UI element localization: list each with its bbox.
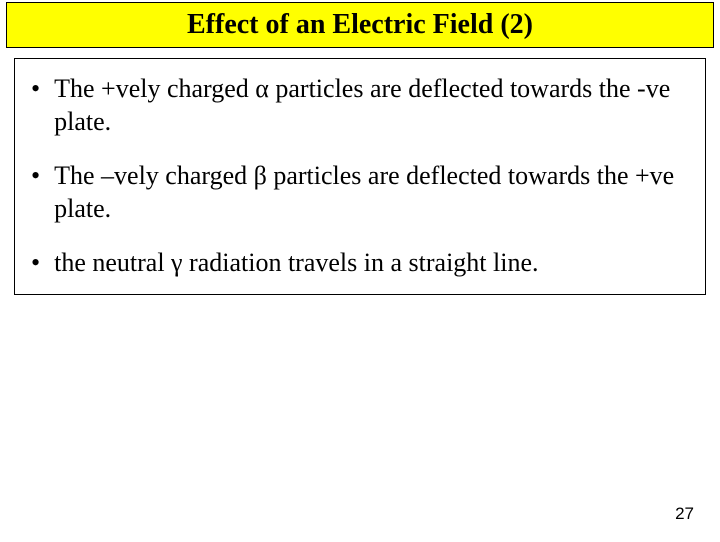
bullet-item: • the neutral γ radiation travels in a s… xyxy=(25,247,695,280)
page-number: 27 xyxy=(675,504,694,524)
bullet-marker-icon: • xyxy=(31,160,40,193)
title-bar: Effect of an Electric Field (2) xyxy=(6,2,714,48)
bullet-marker-icon: • xyxy=(31,247,40,280)
bullet-marker-icon: • xyxy=(31,73,40,106)
bullet-text: The +vely charged α particles are deflec… xyxy=(54,73,695,138)
bullet-text: the neutral γ radiation travels in a str… xyxy=(54,247,695,280)
bullet-item: • The –vely charged β particles are defl… xyxy=(25,160,695,225)
bullet-text: The –vely charged β particles are deflec… xyxy=(54,160,695,225)
bullet-item: • The +vely charged α particles are defl… xyxy=(25,73,695,138)
slide-title: Effect of an Electric Field (2) xyxy=(187,9,533,40)
content-box: • The +vely charged α particles are defl… xyxy=(14,58,706,295)
